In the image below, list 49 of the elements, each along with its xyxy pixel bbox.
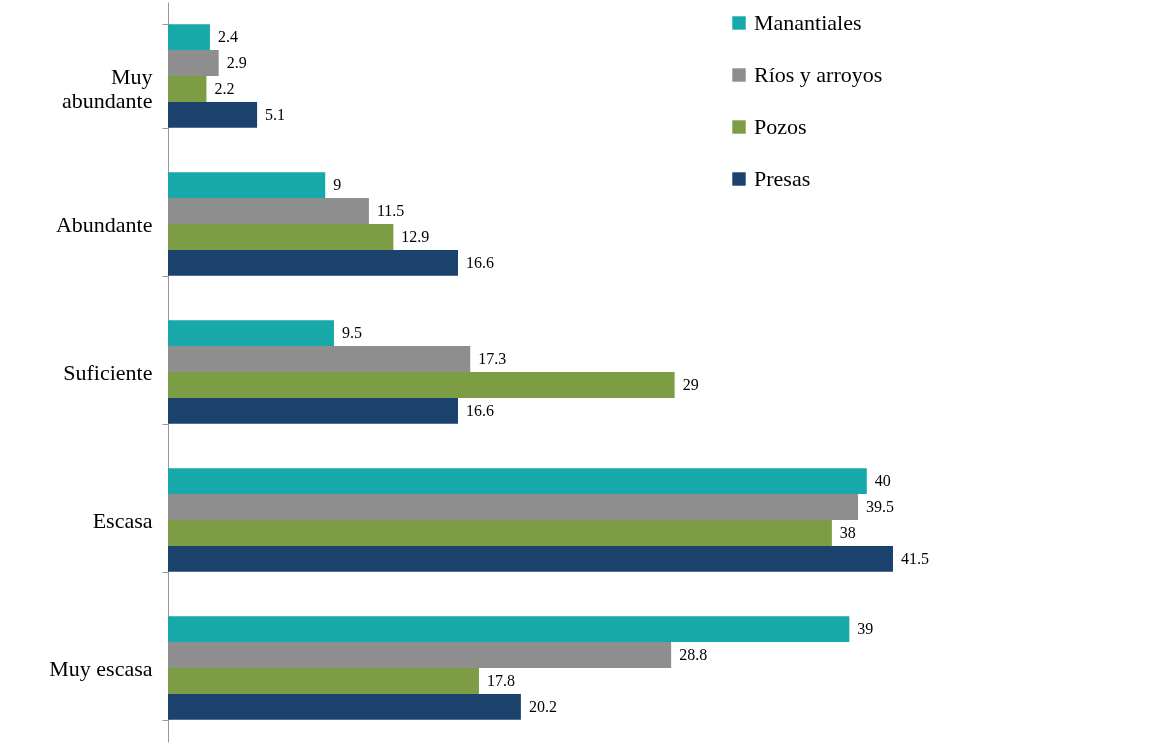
data-label: 17.8 bbox=[486, 671, 515, 689]
y-tick-label: Muy abundante bbox=[62, 63, 153, 113]
data-label: 16.6 bbox=[466, 401, 494, 419]
bar bbox=[168, 249, 458, 276]
legend-label: Pozos bbox=[754, 114, 807, 139]
data-label: 17.3 bbox=[478, 350, 507, 368]
bar bbox=[168, 494, 859, 520]
bar bbox=[168, 320, 334, 347]
legend-label: Manantiales bbox=[754, 10, 862, 35]
legend-label: Presas bbox=[754, 166, 811, 191]
data-label: 39.5 bbox=[866, 498, 895, 516]
data-label: 41.5 bbox=[901, 549, 929, 567]
data-label: 9.5 bbox=[341, 324, 362, 342]
bar bbox=[168, 24, 210, 51]
data-label: 28.8 bbox=[679, 646, 708, 664]
bar bbox=[168, 642, 672, 668]
data-label: 5.1 bbox=[265, 105, 286, 123]
data-label: 16.6 bbox=[466, 253, 494, 271]
y-tick-label: Suficiente bbox=[63, 359, 153, 385]
data-label: 38 bbox=[839, 523, 856, 541]
bar bbox=[168, 468, 867, 495]
bar bbox=[168, 693, 521, 720]
legend-label: Ríos y arroyos bbox=[754, 62, 883, 87]
bar bbox=[168, 50, 219, 76]
bar bbox=[168, 668, 479, 694]
data-label: 20.2 bbox=[528, 697, 557, 715]
bar bbox=[168, 520, 832, 546]
data-label: 11.5 bbox=[376, 202, 405, 220]
bar bbox=[168, 224, 394, 250]
bar bbox=[168, 76, 207, 102]
bar bbox=[168, 198, 369, 224]
bar bbox=[168, 545, 893, 572]
data-label: 2.2 bbox=[214, 79, 235, 97]
bar bbox=[168, 346, 471, 372]
y-tick-label: Escasa bbox=[92, 507, 153, 533]
data-label: 40 bbox=[874, 472, 891, 490]
bar bbox=[168, 397, 458, 424]
y-tick-label: Muy escasa bbox=[49, 655, 153, 681]
bar bbox=[168, 101, 258, 128]
bar bbox=[168, 172, 326, 199]
data-label: 2.4 bbox=[217, 28, 238, 46]
data-label: 2.9 bbox=[226, 54, 247, 72]
y-tick-label: Abundante bbox=[55, 211, 153, 237]
data-label: 39 bbox=[857, 620, 874, 638]
bar bbox=[168, 616, 850, 643]
data-label: 29 bbox=[682, 375, 699, 393]
bar bbox=[168, 372, 675, 398]
data-label: 9 bbox=[333, 176, 342, 194]
data-label: 12.9 bbox=[401, 227, 430, 245]
